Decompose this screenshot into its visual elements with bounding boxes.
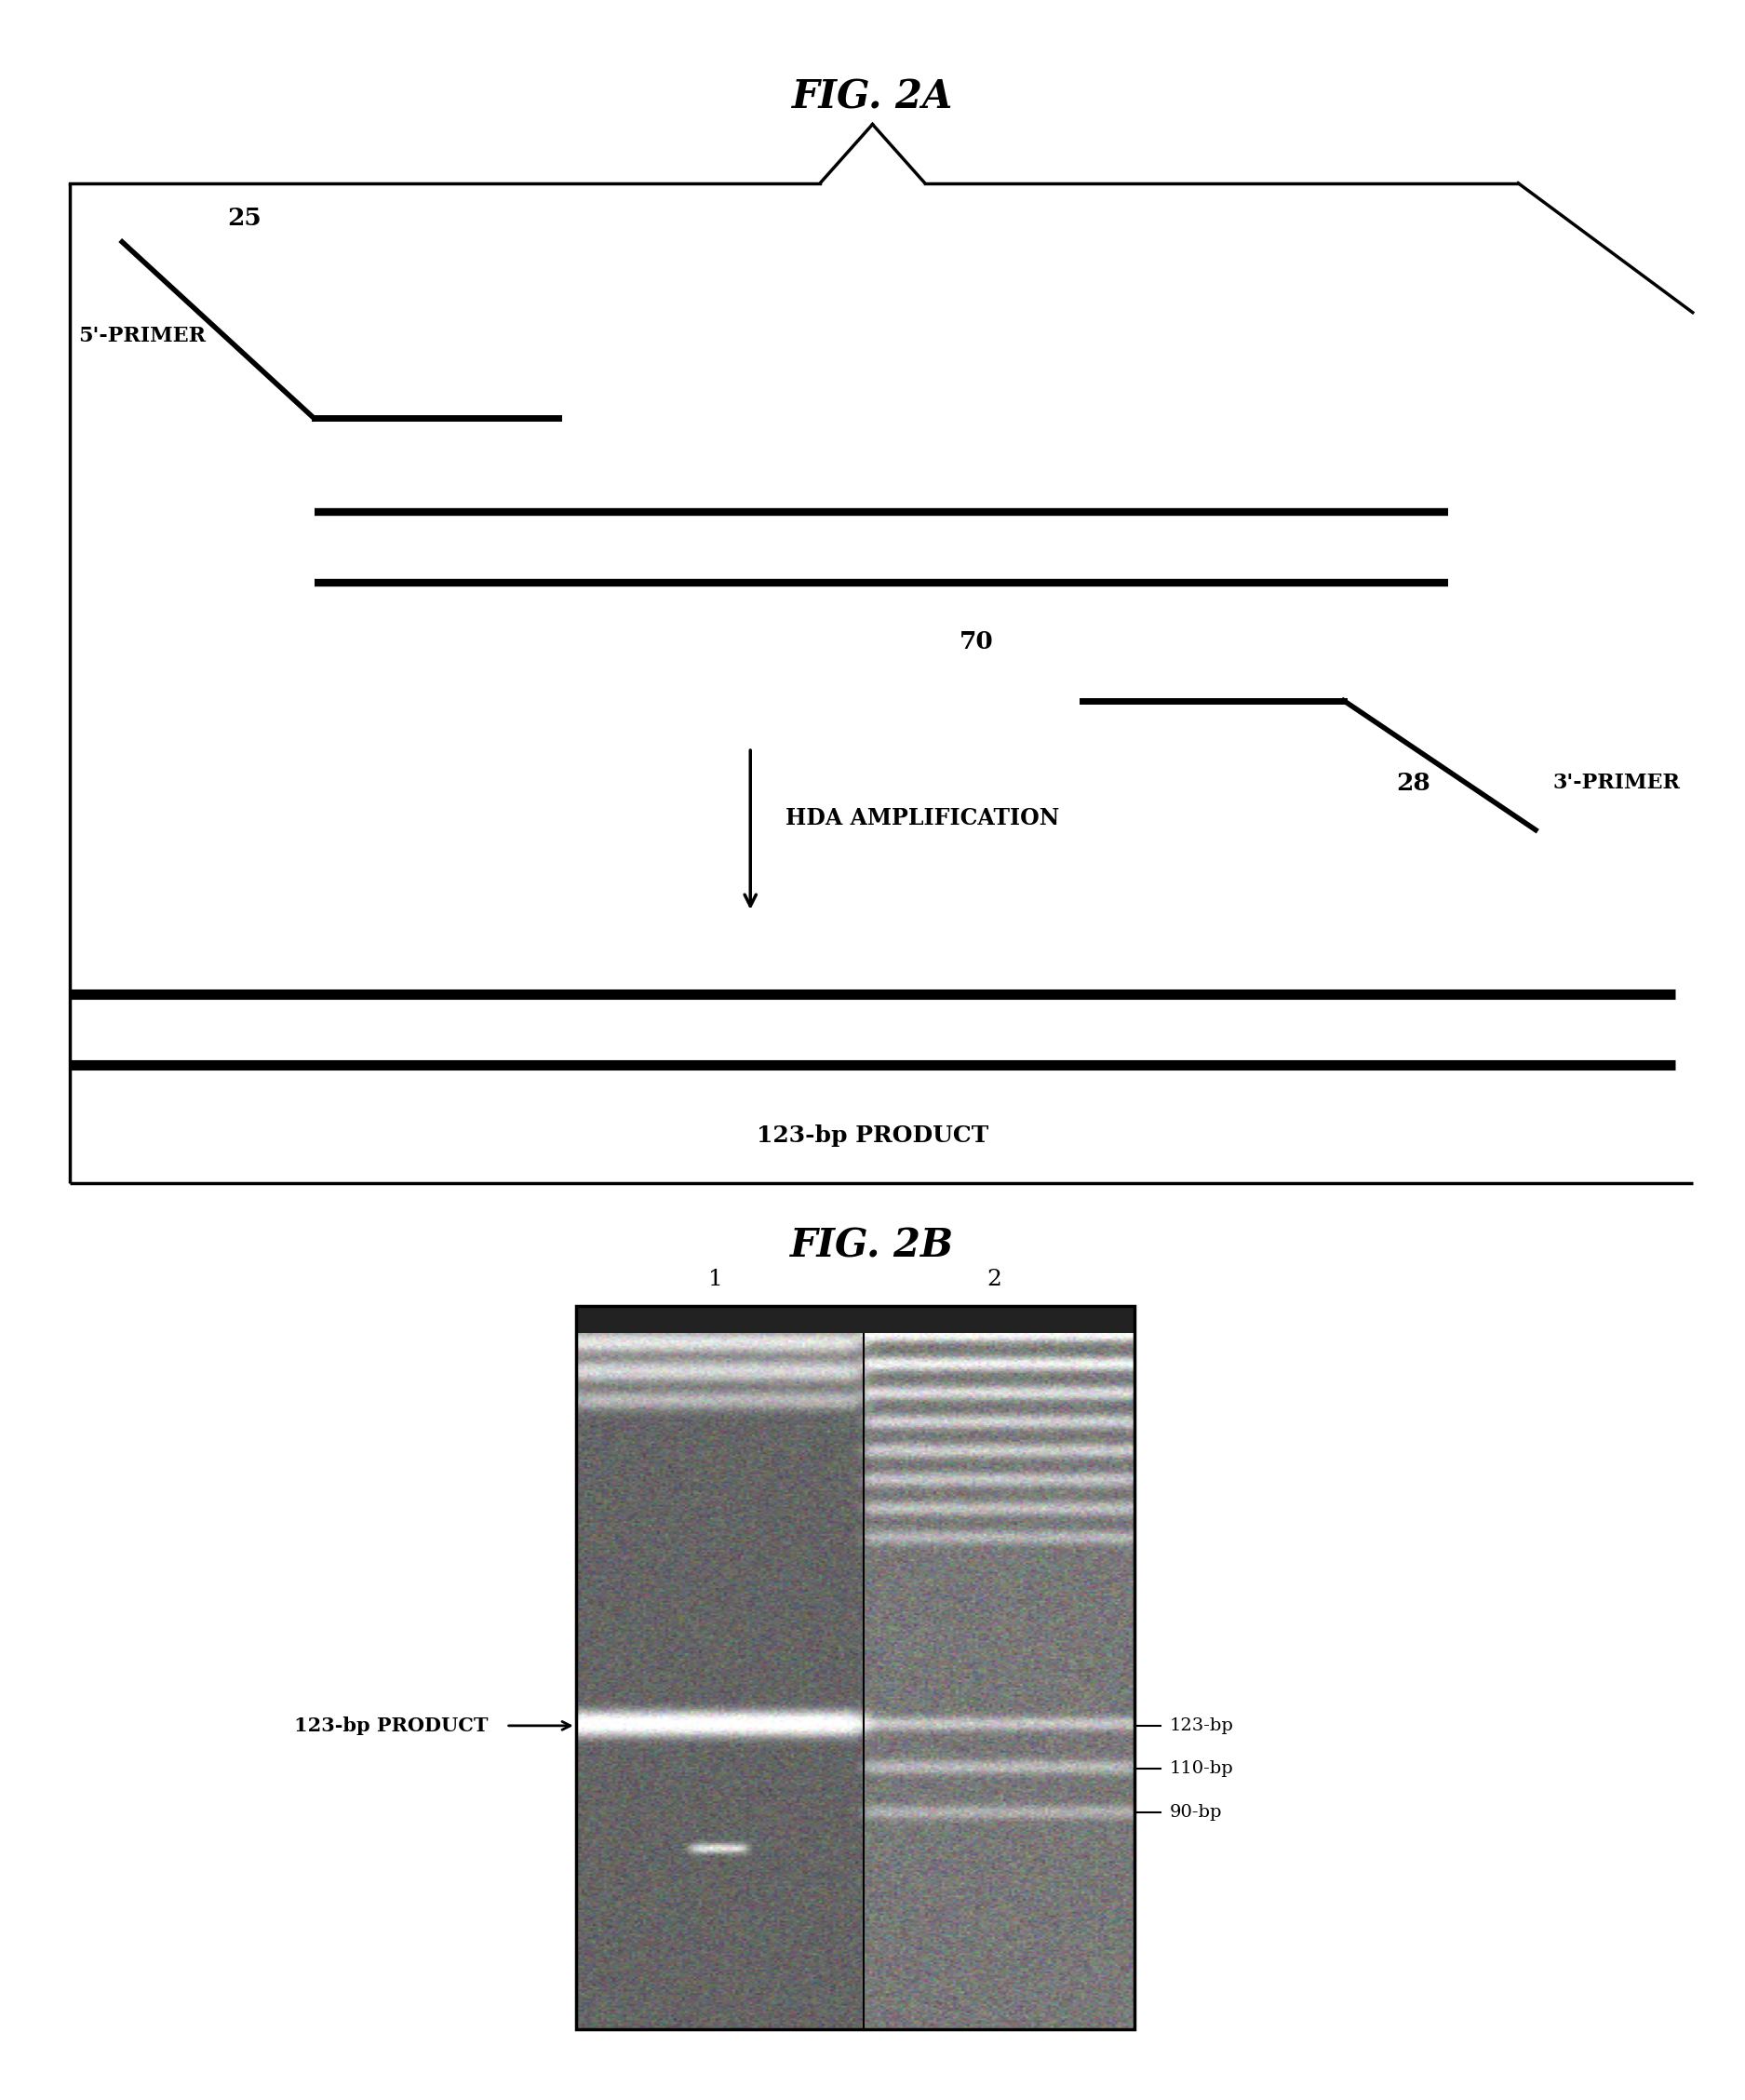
Text: 3'-PRIMER: 3'-PRIMER xyxy=(1553,773,1680,794)
Text: 1: 1 xyxy=(708,1268,722,1289)
Bar xyxy=(576,1306,1134,2029)
Text: 70: 70 xyxy=(960,630,995,653)
Text: HDA AMPLIFICATION: HDA AMPLIFICATION xyxy=(785,806,1059,830)
Text: 5'-PRIMER: 5'-PRIMER xyxy=(79,326,206,346)
Text: FIG. 2A: FIG. 2A xyxy=(792,78,953,116)
Text: 2: 2 xyxy=(988,1268,1002,1289)
Text: 28: 28 xyxy=(1396,771,1431,794)
Text: 123-bp PRODUCT: 123-bp PRODUCT xyxy=(295,1716,489,1735)
Text: FIG. 2B: FIG. 2B xyxy=(790,1226,955,1266)
Text: 90-bp: 90-bp xyxy=(1169,1804,1221,1821)
Text: 123-bp: 123-bp xyxy=(1169,1718,1234,1735)
Bar xyxy=(576,1306,1134,1334)
Text: 123-bp PRODUCT: 123-bp PRODUCT xyxy=(757,1124,988,1147)
Text: 110-bp: 110-bp xyxy=(1169,1760,1234,1777)
Text: 25: 25 xyxy=(227,208,262,231)
